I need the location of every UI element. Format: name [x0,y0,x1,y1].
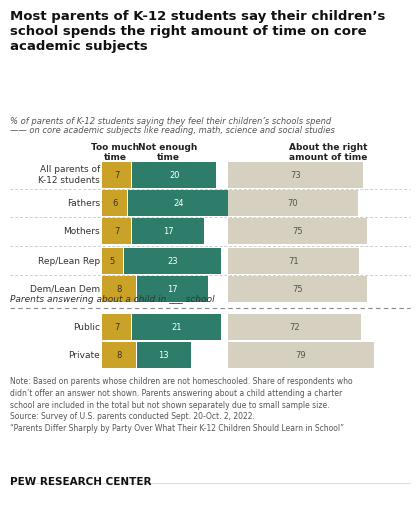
Text: 8: 8 [116,350,121,360]
Bar [228,342,374,368]
Text: Mothers: Mothers [63,227,100,235]
Bar [132,218,204,244]
Text: PEW RESEARCH CENTER: PEW RESEARCH CENTER [10,477,152,487]
Text: Parents answering about a child in ___ school: Parents answering about a child in ___ s… [10,295,215,304]
Bar [132,314,220,340]
Text: 17: 17 [163,227,173,235]
Text: About the right
amount of time: About the right amount of time [289,143,367,163]
Text: Private: Private [68,350,100,360]
Bar [102,276,136,302]
Text: Not enough
time: Not enough time [138,143,198,163]
Text: —— on core academic subjects like reading, math, science and social studies: —— on core academic subjects like readin… [10,126,335,135]
Bar [228,314,361,340]
Text: 20: 20 [169,171,180,179]
Text: 13: 13 [159,350,169,360]
Text: 6: 6 [112,198,117,208]
Bar [228,190,357,216]
Text: % of parents of K-12 students saying they feel their children’s schools spend: % of parents of K-12 students saying the… [10,117,331,126]
Text: 21: 21 [171,323,182,331]
Bar [136,342,191,368]
Text: 70: 70 [287,198,298,208]
Text: 7: 7 [114,171,119,179]
Bar [102,248,123,274]
Text: 71: 71 [289,257,299,266]
Text: 17: 17 [167,284,178,293]
Text: 5: 5 [110,257,115,266]
Text: Rep/Lean Rep: Rep/Lean Rep [38,257,100,266]
Bar [102,218,131,244]
Text: All parents of
K-12 students: All parents of K-12 students [38,165,100,185]
Text: 24: 24 [173,198,184,208]
Bar [228,162,363,188]
Text: Fathers: Fathers [67,198,100,208]
Bar [124,248,220,274]
Text: Too much
time: Too much time [91,143,139,163]
Text: 7: 7 [114,227,119,235]
Text: 75: 75 [292,227,303,235]
Bar [102,162,131,188]
Bar [228,276,367,302]
Bar [128,190,229,216]
Text: 7: 7 [114,323,119,331]
Text: 8: 8 [116,284,121,293]
Text: 72: 72 [289,323,300,331]
Bar [132,162,216,188]
Text: 73: 73 [290,171,301,179]
Text: 75: 75 [292,284,303,293]
Bar [228,218,367,244]
Text: Note: Based on parents whose children are not homeschooled. Share of respondents: Note: Based on parents whose children ar… [10,377,353,433]
Bar [136,276,208,302]
Bar [102,314,131,340]
Text: Public: Public [73,323,100,331]
Bar [102,342,136,368]
Text: Dem/Lean Dem: Dem/Lean Dem [30,284,100,293]
Text: 79: 79 [296,350,306,360]
Bar [228,248,360,274]
Bar [102,190,127,216]
Text: Most parents of K-12 students say their children’s
school spends the right amoun: Most parents of K-12 students say their … [10,10,386,53]
Text: 23: 23 [167,257,178,266]
